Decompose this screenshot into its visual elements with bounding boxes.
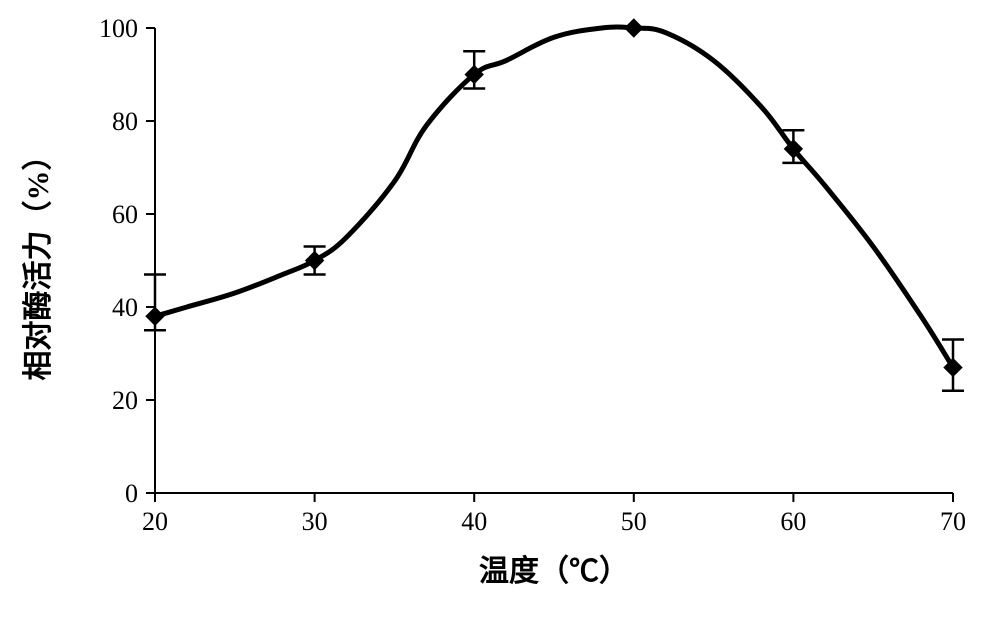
chart-svg: 020406080100203040506070 温度（℃） 相对酶活力（%） bbox=[0, 0, 1000, 621]
y-tick-label: 100 bbox=[99, 14, 138, 43]
y-tick-label: 60 bbox=[112, 200, 138, 229]
data-curve bbox=[155, 27, 953, 367]
y-tick-label: 40 bbox=[112, 293, 138, 322]
y-tick-label: 20 bbox=[112, 386, 138, 415]
data-marker bbox=[146, 307, 164, 325]
enzyme-activity-chart: 020406080100203040506070 温度（℃） 相对酶活力（%） bbox=[0, 0, 1000, 621]
y-axis-title: 相对酶活力（%） bbox=[21, 141, 55, 381]
x-tick-label: 50 bbox=[621, 507, 647, 536]
x-tick-label: 40 bbox=[461, 507, 487, 536]
x-tick-label: 70 bbox=[940, 507, 966, 536]
y-tick-label: 80 bbox=[112, 107, 138, 136]
x-tick-label: 30 bbox=[302, 507, 328, 536]
x-tick-label: 60 bbox=[780, 507, 806, 536]
x-axis-title: 温度（℃） bbox=[479, 554, 629, 588]
y-tick-label: 0 bbox=[125, 479, 138, 508]
data-marker bbox=[625, 19, 643, 37]
x-tick-label: 20 bbox=[142, 507, 168, 536]
